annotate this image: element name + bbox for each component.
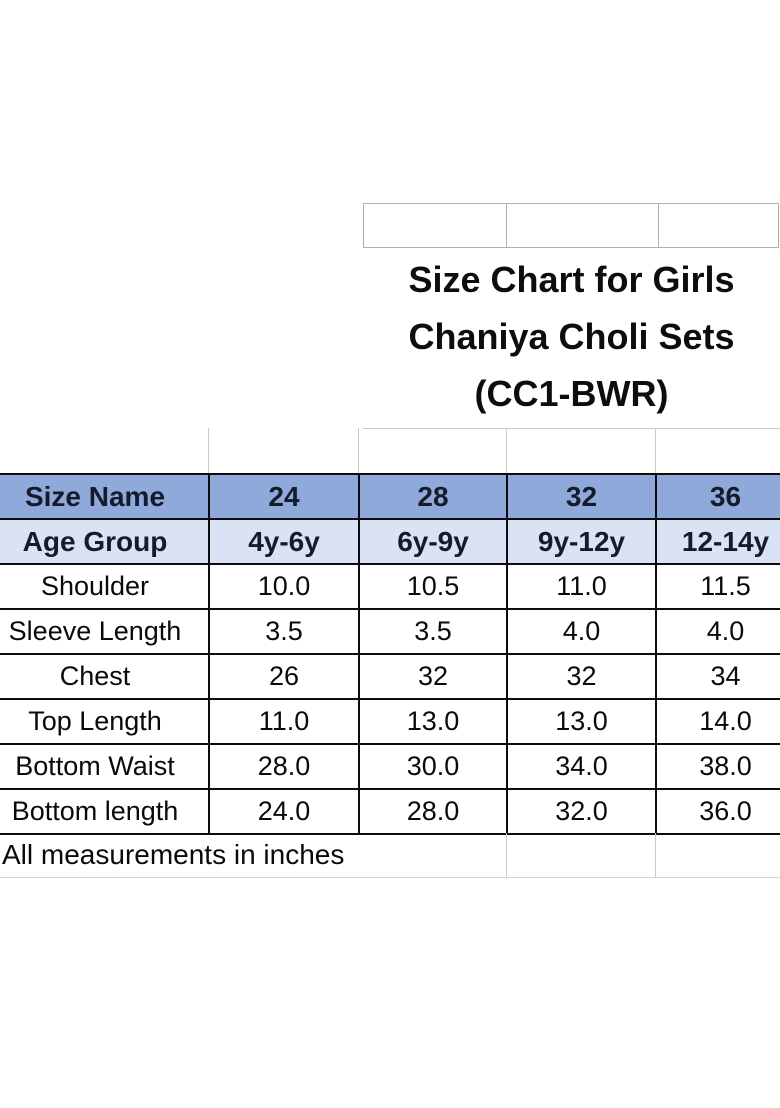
gridline-horizontal (363, 428, 780, 429)
footnote: All measurements in inches (0, 833, 507, 877)
data-cell: 28.0 (208, 743, 360, 790)
data-cell: 34.0 (506, 743, 657, 790)
data-cell: 32 (358, 653, 508, 700)
table-row-shoulder: Shoulder 10.0 10.5 11.0 11.5 (0, 563, 780, 610)
row-label: Top Length (0, 698, 210, 745)
size-chart-table: Size Name 24 28 32 36 Age Group 4y-6y 6y… (0, 473, 780, 835)
data-cell: 26 (208, 653, 360, 700)
age-value-cell: 6y-9y (358, 518, 508, 565)
data-cell: 24.0 (208, 788, 360, 835)
table-row-age-group: Age Group 4y-6y 6y-9y 9y-12y 12-14y (0, 518, 780, 565)
empty-cell (659, 204, 778, 247)
age-value-cell: 9y-12y (506, 518, 657, 565)
data-cell: 28.0 (358, 788, 508, 835)
row-label-age-group: Age Group (0, 518, 210, 565)
data-cell: 14.0 (655, 698, 780, 745)
title-line-1: Size Chart for Girls (408, 259, 735, 300)
row-label-size-name: Size Name (0, 473, 210, 520)
table-row-size-name: Size Name 24 28 32 36 (0, 473, 780, 520)
empty-cell (507, 204, 659, 247)
data-cell: 32.0 (506, 788, 657, 835)
row-label: Sleeve Length (0, 608, 210, 655)
data-cell: 4.0 (655, 608, 780, 655)
data-cell: 10.0 (208, 563, 360, 610)
title-line-3: (CC1-BWR) (474, 373, 669, 414)
gridline-vertical (208, 428, 209, 473)
gridline-horizontal (0, 877, 780, 878)
size-value-cell: 36 (655, 473, 780, 520)
table-row-chest: Chest 26 32 32 34 (0, 653, 780, 700)
table-row-top-length: Top Length 11.0 13.0 13.0 14.0 (0, 698, 780, 745)
age-value-cell: 12-14y (655, 518, 780, 565)
data-cell: 13.0 (358, 698, 508, 745)
chart-title: Size Chart for Girls Chaniya Choli Sets … (363, 251, 780, 422)
size-value-cell: 28 (358, 473, 508, 520)
size-value-cell: 32 (506, 473, 657, 520)
size-value-cell: 24 (208, 473, 360, 520)
data-cell: 4.0 (506, 608, 657, 655)
empty-grid-row (363, 203, 779, 248)
data-cell: 11.0 (208, 698, 360, 745)
gridline-vertical (506, 428, 507, 473)
gridline-vertical (358, 428, 359, 473)
footnote-text: All measurements in inches (2, 839, 345, 870)
gridline-vertical (655, 428, 656, 473)
data-cell: 3.5 (208, 608, 360, 655)
data-cell: 11.5 (655, 563, 780, 610)
title-line-2: Chaniya Choli Sets (408, 316, 735, 357)
data-cell: 11.0 (506, 563, 657, 610)
data-cell: 13.0 (506, 698, 657, 745)
data-cell: 10.5 (358, 563, 508, 610)
data-cell: 3.5 (358, 608, 508, 655)
table-row-bottom-waist: Bottom Waist 28.0 30.0 34.0 38.0 (0, 743, 780, 790)
gridline-vertical (655, 833, 656, 877)
data-cell: 30.0 (358, 743, 508, 790)
data-cell: 38.0 (655, 743, 780, 790)
row-label: Chest (0, 653, 210, 700)
row-label: Bottom length (0, 788, 210, 835)
row-label: Bottom Waist (0, 743, 210, 790)
table-row-sleeve-length: Sleeve Length 3.5 3.5 4.0 4.0 (0, 608, 780, 655)
table-row-bottom-length: Bottom length 24.0 28.0 32.0 36.0 (0, 788, 780, 835)
row-label: Shoulder (0, 563, 210, 610)
empty-cell (364, 204, 507, 247)
data-cell: 34 (655, 653, 780, 700)
data-cell: 36.0 (655, 788, 780, 835)
age-value-cell: 4y-6y (208, 518, 360, 565)
data-cell: 32 (506, 653, 657, 700)
